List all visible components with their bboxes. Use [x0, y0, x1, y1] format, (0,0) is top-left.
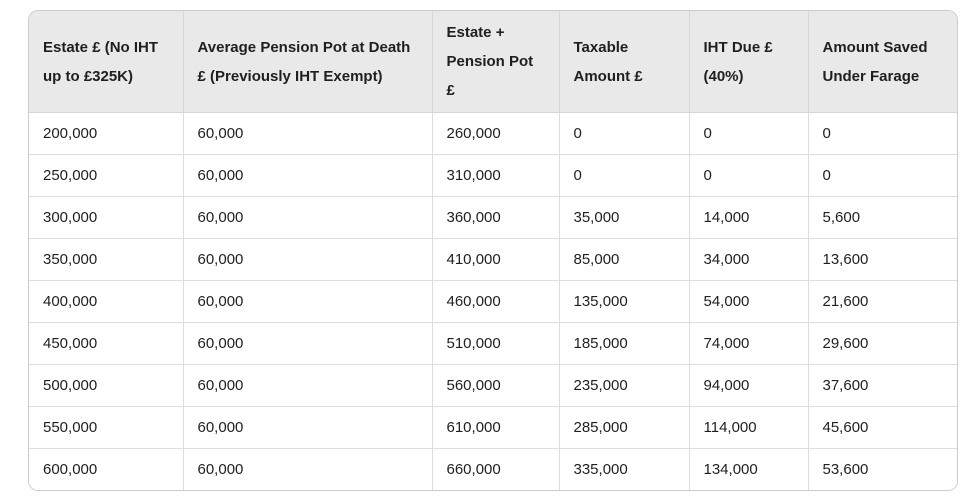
table-row: 450,000 60,000 510,000 185,000 74,000 29,600: [29, 322, 957, 365]
table-cell: 45,600: [808, 406, 957, 449]
table-cell: 0: [559, 112, 690, 155]
table-cell: 310,000: [432, 154, 560, 197]
table-header: Estate £ (No IHT up to £325K) Average Pen…: [29, 11, 957, 113]
table-cell: 460,000: [432, 280, 560, 323]
table-row: 500,000 60,000 560,000 235,000 94,000 37,600: [29, 364, 957, 407]
table-cell: 94,000: [689, 364, 809, 407]
table-cell: 0: [808, 154, 957, 197]
table-cell: 400,000: [29, 280, 184, 323]
table-cell: 0: [559, 154, 690, 197]
table-cell: 410,000: [432, 238, 560, 281]
table-cell: 5,600: [808, 196, 957, 239]
table-cell: 60,000: [183, 238, 433, 281]
table-cell: 60,000: [183, 112, 433, 155]
table-cell: 53,600: [808, 448, 957, 490]
table-cell: 610,000: [432, 406, 560, 449]
table-cell: 35,000: [559, 196, 690, 239]
iht-table: Estate £ (No IHT up to £325K) Average Pen…: [29, 11, 957, 490]
header-cell-0: Estate £ (No IHT up to £325K): [29, 11, 184, 113]
table-row: 600,000 60,000 660,000 335,000 134,000 53,600: [29, 448, 957, 490]
table-cell: 74,000: [689, 322, 809, 365]
table-cell: 60,000: [183, 322, 433, 365]
table-cell: 350,000: [29, 238, 184, 281]
table-cell: 0: [689, 154, 809, 197]
table-cell: 60,000: [183, 448, 433, 490]
table-cell: 185,000: [559, 322, 690, 365]
table-cell: 450,000: [29, 322, 184, 365]
table-cell: 0: [808, 112, 957, 155]
table-cell: 21,600: [808, 280, 957, 323]
table-cell: 300,000: [29, 196, 184, 239]
table-cell: 235,000: [559, 364, 690, 407]
table-cell: 60,000: [183, 154, 433, 197]
table-row: 250,000 60,000 310,000 0 0 0: [29, 154, 957, 197]
table-cell: 34,000: [689, 238, 809, 281]
header-cell-2: Estate + Pension Pot £: [432, 11, 560, 113]
table-cell: 85,000: [559, 238, 690, 281]
table-row: 350,000 60,000 410,000 85,000 34,000 13,600: [29, 238, 957, 281]
table-row: 300,000 60,000 360,000 35,000 14,000 5,600: [29, 196, 957, 239]
table-cell: 13,600: [808, 238, 957, 281]
table-cell: 14,000: [689, 196, 809, 239]
table-cell: 260,000: [432, 112, 560, 155]
table-cell: 285,000: [559, 406, 690, 449]
table-cell: 550,000: [29, 406, 184, 449]
header-cell-3: Taxable Amount £: [559, 11, 690, 113]
header-cell-1: Average Pension Pot at Death £ (Previous…: [183, 11, 433, 113]
table-cell: 60,000: [183, 406, 433, 449]
table-cell: 29,600: [808, 322, 957, 365]
table-cell: 660,000: [432, 448, 560, 490]
table-cell: 60,000: [183, 196, 433, 239]
header-cell-4: IHT Due £ (40%): [689, 11, 809, 113]
header-cell-5: Amount Saved Under Farage: [808, 11, 957, 113]
table-cell: 0: [689, 112, 809, 155]
header-row: Estate £ (No IHT up to £325K) Average Pen…: [29, 11, 957, 113]
table-cell: 60,000: [183, 280, 433, 323]
table-cell: 135,000: [559, 280, 690, 323]
table-cell: 600,000: [29, 448, 184, 490]
table-cell: 335,000: [559, 448, 690, 490]
table-row: 400,000 60,000 460,000 135,000 54,000 21,600: [29, 280, 957, 323]
table-row: 550,000 60,000 610,000 285,000 114,000 45,600: [29, 406, 957, 449]
table-cell: 54,000: [689, 280, 809, 323]
table-cell: 200,000: [29, 112, 184, 155]
table-cell: 500,000: [29, 364, 184, 407]
table-cell: 37,600: [808, 364, 957, 407]
iht-table-container: Estate £ (No IHT up to £325K) Average Pen…: [28, 10, 958, 491]
table-cell: 250,000: [29, 154, 184, 197]
table-cell: 114,000: [689, 406, 809, 449]
table-cell: 360,000: [432, 196, 560, 239]
table-body: 200,000 60,000 260,000 0 0 0 250,000 60,000 310,…: [29, 112, 957, 490]
table-cell: 134,000: [689, 448, 809, 490]
table-cell: 60,000: [183, 364, 433, 407]
table-row: 200,000 60,000 260,000 0 0 0: [29, 112, 957, 155]
table-cell: 560,000: [432, 364, 560, 407]
table-cell: 510,000: [432, 322, 560, 365]
